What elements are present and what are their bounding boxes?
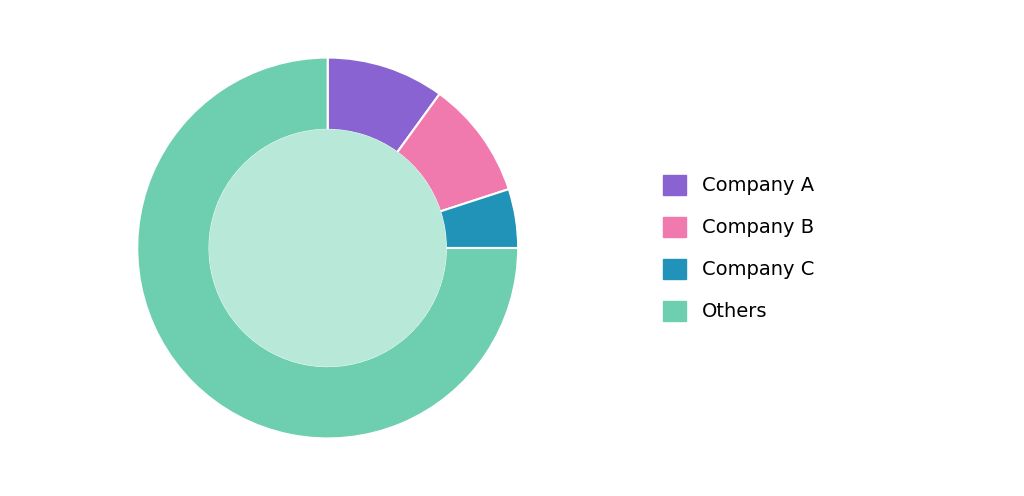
Wedge shape [328, 58, 439, 152]
Wedge shape [397, 94, 509, 211]
Circle shape [210, 130, 445, 366]
Wedge shape [440, 189, 518, 248]
Legend: Company A, Company B, Company C, Others: Company A, Company B, Company C, Others [654, 167, 821, 329]
Wedge shape [137, 58, 518, 438]
